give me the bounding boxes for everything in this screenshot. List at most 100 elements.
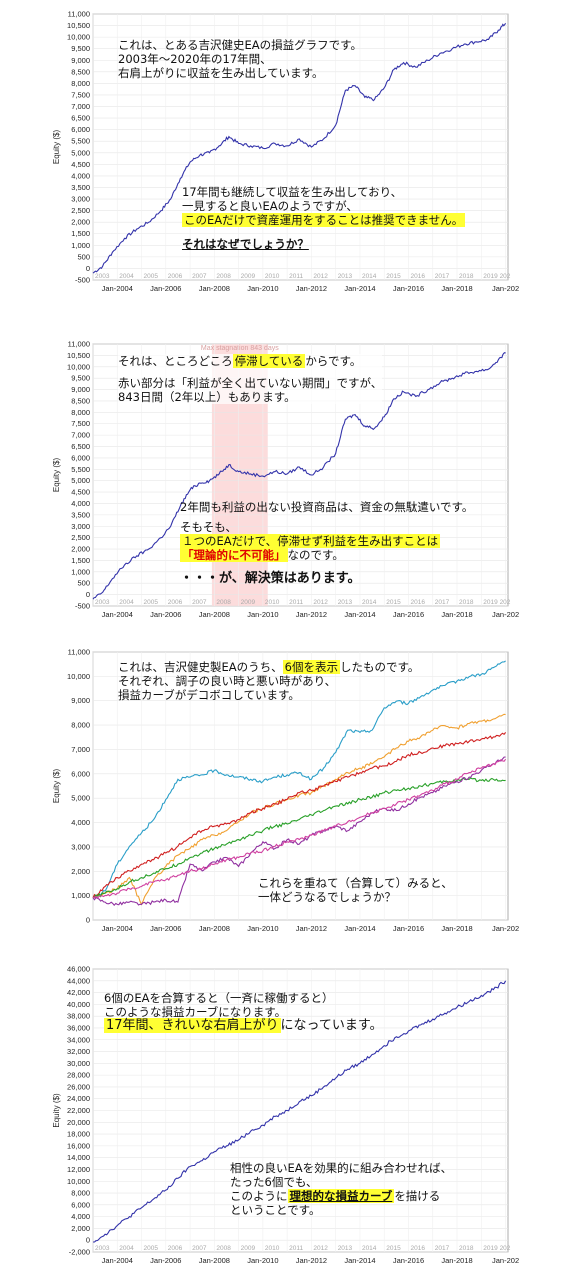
year-tick-label: 2008 <box>216 1245 231 1252</box>
x-tick-label: Jan-2016 <box>393 924 424 933</box>
equity-chart-1: 11,000 10,500 10,000 9,500 9,000 8,500 8,000 7,… <box>52 10 519 294</box>
combine-line-2: 一体どうなるでしょうか？ <box>258 890 396 904</box>
y-tick-label: 16,000 <box>67 1141 90 1150</box>
y-tick-label: 9,000 <box>71 696 90 705</box>
x-tick-label: Jan-2008 <box>199 284 230 293</box>
y-tick-label: 26,000 <box>67 1082 90 1091</box>
stagnation-label: Max stagnation 843 days <box>201 345 279 352</box>
y-tick-label: 2,500 <box>71 533 90 542</box>
y-tick-label: 5,000 <box>71 148 90 157</box>
plot-area <box>92 13 509 281</box>
year-tick-label: 2012 <box>313 599 328 606</box>
year-tick-label: 2006 <box>168 273 183 280</box>
x-tick-label: Jan-2010 <box>247 610 278 619</box>
series-line-5 <box>92 756 506 907</box>
x-tick-label: Jan-2012 <box>296 924 327 933</box>
year-tick-label: 2003 <box>95 1245 110 1252</box>
x-tick-label: Jan-2010 <box>247 924 278 933</box>
x-tick-label: Jan-2004 <box>102 1256 133 1265</box>
combine-note: これらを重ねて（合算して）みると、 一体どうなるでしょうか？ <box>258 876 453 904</box>
year-tick-label: 2007 <box>192 599 207 606</box>
y-axis-title: Equity ($) <box>52 769 61 804</box>
year-tick-label: 2007 <box>192 273 207 280</box>
y-tick-label: 6,000 <box>71 453 90 462</box>
x-tick-label: Jan-2010 <box>247 1256 278 1265</box>
x-tick-label: Jan-2008 <box>199 1256 230 1265</box>
y-tick-label: 0 <box>86 264 90 273</box>
chart-panel-4: 46,000 44,000 42,000 40,000 38,000 36,000 34,0… <box>0 965 567 1280</box>
x-tick-label: Jan-2014 <box>344 284 375 293</box>
ideal-post: を描ける <box>394 1189 441 1203</box>
year-tick-label: 2015 <box>386 599 401 606</box>
y-tick-label: 6,000 <box>71 769 90 778</box>
x-tick-label: Jan-2012 <box>296 284 327 293</box>
warning-note: 17年間も継続して収益を生み出しており、 一見すると良いEAのようですが、 この… <box>182 185 466 251</box>
ideal-pre: このように <box>230 1189 288 1203</box>
ideal-highlight: 理想的な損益カーブ <box>287 1189 395 1203</box>
combined-line-1: 6個のEAを合算すると（一斉に稼働すると） <box>104 991 334 1005</box>
year-tick-label: 2005 <box>144 1245 159 1252</box>
y-tick-label: 4,000 <box>71 171 90 180</box>
year-tick-label: 2004 <box>119 599 134 606</box>
year-tick-label: 2013 <box>338 1245 353 1252</box>
y-tick-label: 4,500 <box>71 160 90 169</box>
x-tick-label: Jan-2016 <box>393 1256 424 1265</box>
year-tick-label: 2014 <box>362 273 377 280</box>
series-line-1 <box>92 22 507 274</box>
year-tick-label: 2004 <box>119 273 134 280</box>
y-tick-label: 42,000 <box>67 988 90 997</box>
year-tick-label: 2010 <box>265 599 280 606</box>
year-tick-label: 2013 <box>338 599 353 606</box>
conclusion-line-2: たった6個でも、 <box>230 1175 318 1189</box>
y-tick-label: 18,000 <box>67 1130 90 1139</box>
year-tick-label: 2011 <box>289 1245 303 1252</box>
x-tick-label: Jan-2006 <box>150 924 181 933</box>
y-tick-label: 2,000 <box>71 545 90 554</box>
x-tick-label: Jan-2018 <box>441 924 472 933</box>
y-tick-label: 46,000 <box>67 965 90 974</box>
intro-line-1: これは、とある吉沢健史EAの損益グラフです。 <box>118 38 362 52</box>
x-tick-label: Jan-2014 <box>344 924 375 933</box>
y-axis-title: Equity ($) <box>52 130 61 165</box>
y-tick-label: 11,000 <box>68 340 90 349</box>
x-tick-label: Jan-202 <box>492 284 519 293</box>
combine-line-1: これらを重ねて（合算して）みると、 <box>258 876 453 890</box>
question-text: それはなぜでしょうか？ <box>182 237 309 251</box>
year-tick-label: 2009 <box>241 273 256 280</box>
red-area-text: 赤い部分は「利益が全く出ていない期間」ですが、 <box>118 376 383 390</box>
six-ea-pre: これは、吉沢健史製EAのうち、 <box>118 660 283 674</box>
clean-curve-highlight: 17年間、きれいな右肩上がり <box>104 1018 281 1033</box>
y-tick-label: 7,500 <box>71 419 90 428</box>
reason-pre: それは、ところどころ <box>118 354 233 368</box>
series-line-2 <box>92 713 506 906</box>
condition-line: それぞれ、調子の良い時と悪い時があり、 <box>118 674 337 688</box>
year-tick-label: 2007 <box>192 1245 207 1252</box>
y-tick-label: 500 <box>77 579 90 588</box>
x-tick-label: Jan-2016 <box>393 610 424 619</box>
y-tick-label: 3,500 <box>71 510 90 519</box>
equity-chart-4: 46,000 44,000 42,000 40,000 38,000 36,000 34,0… <box>52 965 519 1266</box>
y-tick-label: 30,000 <box>67 1059 90 1068</box>
reason-highlight: 停滞している <box>232 354 306 368</box>
y-tick-label: 5,500 <box>71 137 90 146</box>
year-tick-label: 2010 <box>265 273 280 280</box>
six-ea-post: したものです。 <box>339 660 420 674</box>
y-tick-label: 5,500 <box>71 465 90 474</box>
bumpy-line: 損益カーブがデコボコしています。 <box>118 688 300 702</box>
chart-panel-1: 11,000 10,500 10,000 9,500 9,000 8,500 8,000 7,… <box>0 0 567 310</box>
y-tick-label: 9,500 <box>71 44 90 53</box>
y-tick-label: 9,500 <box>71 374 90 383</box>
conclusion-note: 相性の良いEAを効果的に組み合わせれば、 たった6個でも、 このように 理想的な損… <box>230 1161 452 1217</box>
year-tick-label: 2011 <box>289 273 303 280</box>
year-tick-label: 2019 202 <box>483 1245 510 1252</box>
y-tick-label: 2,000 <box>71 1224 90 1233</box>
x-tick-label: Jan-2012 <box>296 1256 327 1265</box>
y-tick-label: 5,000 <box>71 794 90 803</box>
y-tick-label: 11,000 <box>68 10 90 19</box>
combined-note: 6個のEAを合算すると（一斉に稼働すると） このような損益カーブになります。 1… <box>104 991 383 1033</box>
x-tick-label: Jan-2010 <box>247 284 278 293</box>
y-tick-label: 10,500 <box>67 21 90 30</box>
y-tick-label: 7,500 <box>71 90 90 99</box>
y-tick-label: 10,000 <box>67 672 90 681</box>
year-tick-label: 2016 <box>410 599 425 606</box>
